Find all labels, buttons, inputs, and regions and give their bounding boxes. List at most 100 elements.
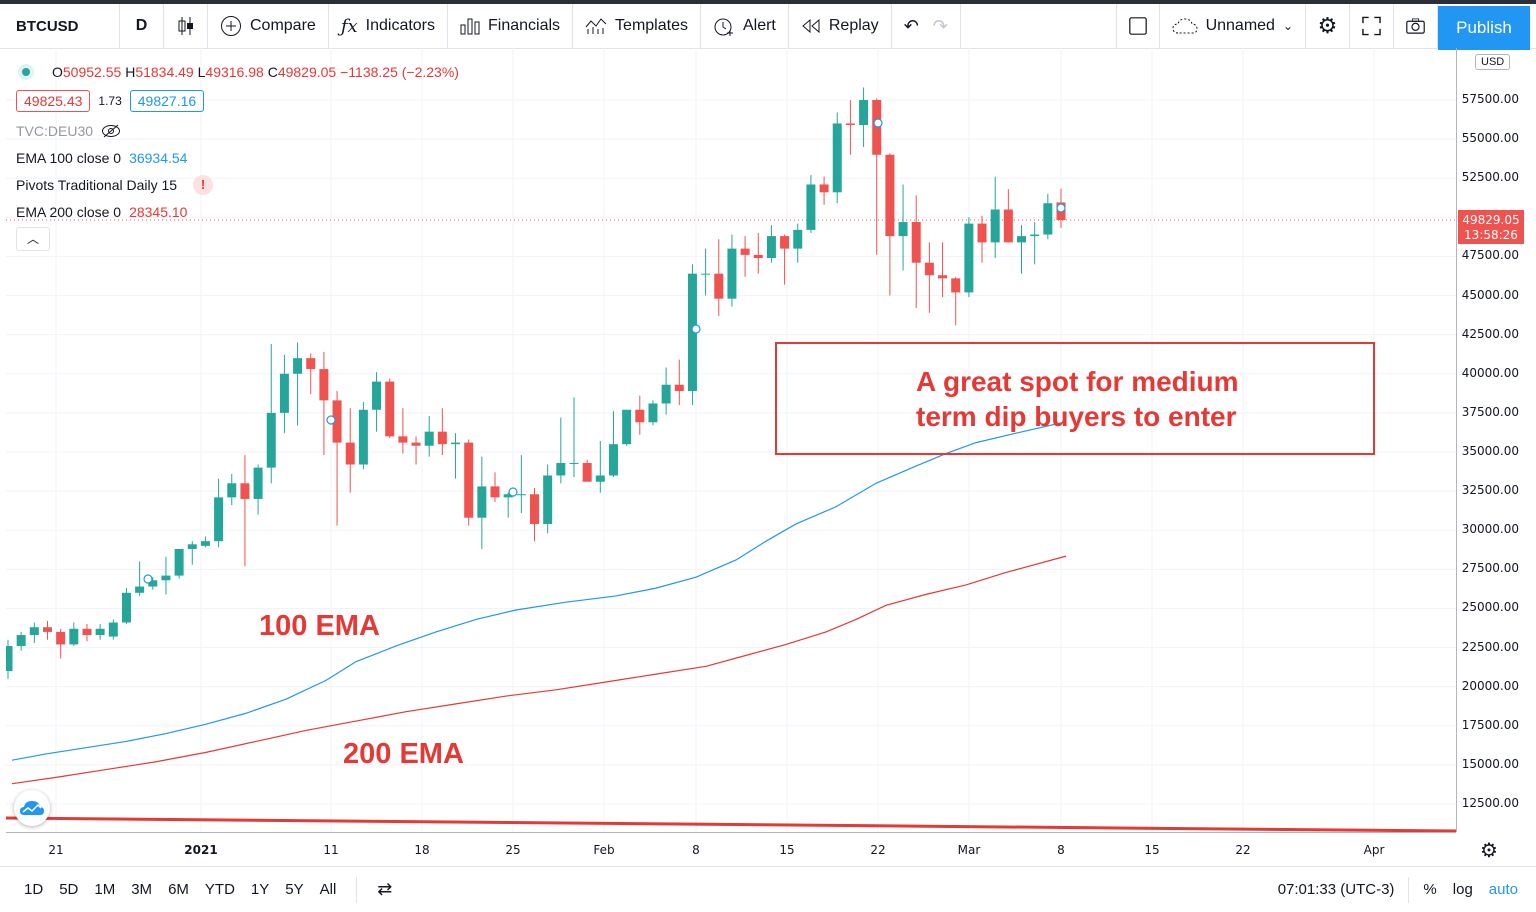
candle-body [279, 373, 289, 413]
candle-body [635, 409, 645, 423]
price-axis[interactable]: USD 57500.00 55000.00 52500.00 47500.00 4500… [1456, 48, 1531, 832]
last-price-label: 49829.05 13:58:26 [1458, 210, 1524, 244]
candle-body [16, 635, 26, 646]
candle-body [464, 442, 474, 518]
candle-body [240, 483, 250, 499]
price-tick-label: 20000.00 [1461, 678, 1519, 693]
replay-button[interactable]: Replay [789, 4, 892, 48]
interval-button[interactable]: D [120, 4, 164, 48]
high-value: 51834.49 [135, 63, 194, 80]
log-toggle[interactable]: log [1452, 881, 1473, 898]
candle-body [95, 628, 105, 636]
select-layout-button[interactable] [1115, 4, 1160, 48]
candle-body [687, 273, 697, 391]
time-tick-label: Feb [593, 843, 615, 857]
rewind-icon [802, 18, 820, 34]
range-button-all[interactable]: All [319, 881, 337, 898]
pivots-legend-row[interactable]: Pivots Traditional Daily 15 ! [16, 171, 459, 198]
ema200-legend-row[interactable]: EMA 200 close 0 28345.10 [16, 198, 459, 225]
eye-hidden-icon[interactable] [101, 124, 121, 138]
alert-button[interactable]: Alert [701, 4, 789, 48]
axis-settings-button[interactable]: ⚙ [1480, 838, 1498, 863]
chart-legend: O50952.55 H51834.49 L49316.98 C49829.05 … [16, 58, 459, 252]
chevron-down-icon: ⌄ [1282, 19, 1293, 33]
candle-body [727, 248, 737, 299]
range-button-1y[interactable]: 1Y [250, 881, 270, 898]
range-button-3m[interactable]: 3M [131, 881, 153, 898]
templates-label: Templates [615, 17, 688, 34]
templates-button[interactable]: Templates [573, 4, 701, 48]
candle-body [530, 494, 539, 524]
candle-body [503, 494, 513, 498]
change-value: −1138.25 (−2.23%) [340, 63, 459, 80]
ema100-legend-row[interactable]: EMA 100 close 0 36934.54 [16, 144, 459, 171]
fullscreen-button[interactable] [1350, 4, 1394, 48]
candle-body [898, 222, 908, 237]
candle-body [451, 442, 461, 445]
percent-toggle[interactable]: % [1423, 881, 1437, 898]
buy-price[interactable]: 49827.16 [129, 90, 205, 112]
undo-icon[interactable]: ↶ [903, 15, 919, 36]
compare-symbol-line [5, 816, 1457, 833]
candle-body [200, 541, 210, 546]
candle-body [582, 462, 592, 482]
candle-body [306, 358, 316, 370]
financials-button[interactable]: Financials [448, 4, 574, 48]
chart-pane[interactable] [3, 48, 1457, 833]
sell-price[interactable]: 49825.43 [16, 90, 91, 112]
warning-icon[interactable]: ! [193, 174, 214, 195]
candle-body [661, 384, 671, 404]
collapse-legend-button[interactable]: ︿ [16, 226, 50, 251]
tradingview-logo[interactable] [14, 790, 50, 826]
redo-icon[interactable]: ↷ [932, 15, 948, 36]
candle-body [108, 622, 118, 637]
square-icon [1128, 17, 1147, 35]
snapshot-button[interactable] [1394, 4, 1438, 48]
range-button-5y[interactable]: 5Y [285, 881, 304, 898]
interval-label: D [135, 17, 148, 34]
low-label: L [197, 63, 206, 80]
candle-body [319, 369, 329, 401]
range-button-1m[interactable]: 1M [94, 881, 116, 898]
function-icon: ƒx [340, 15, 358, 37]
range-button-ytd[interactable]: YTD [204, 881, 235, 898]
ema100-annotation: 100 EMA [259, 610, 380, 642]
compare-symbol-row[interactable]: TVC:DEU30 [16, 117, 459, 144]
time-tick-label: 8 [1057, 843, 1065, 857]
goto-date-button[interactable]: ⇄ [369, 879, 400, 900]
candle-body [1030, 234, 1040, 237]
auto-toggle[interactable]: auto [1488, 881, 1518, 898]
candle-body [82, 628, 92, 636]
candle-body [819, 184, 829, 193]
pivots-legend-label: Pivots Traditional Daily 15 [16, 176, 178, 193]
time-tick-label: 22 [1235, 843, 1251, 857]
candle-body [29, 627, 39, 636]
price-tick-label: 52500.00 [1461, 170, 1519, 185]
layout-name-button[interactable]: Unnamed ⌄ [1160, 4, 1306, 48]
candle-body [832, 123, 842, 193]
range-button-1d[interactable]: 1D [24, 881, 44, 898]
divider [356, 876, 358, 903]
settings-button[interactable]: ⚙ [1306, 4, 1350, 48]
candle-body [266, 412, 276, 468]
clock-display[interactable]: 07:01:33 (UTC-3) [1277, 881, 1395, 898]
publish-button[interactable]: Publish [1438, 6, 1530, 50]
symbol-search[interactable]: BTCUSD [0, 4, 120, 48]
time-tick-label: 25 [505, 843, 521, 857]
compare-symbol-label: TVC:DEU30 [16, 122, 94, 139]
time-tick-label: 15 [1144, 843, 1160, 857]
currency-badge[interactable]: USD [1475, 54, 1511, 70]
candle-body [569, 462, 579, 464]
range-button-6m[interactable]: 6M [168, 881, 189, 898]
price-tick-label: 25000.00 [1461, 600, 1519, 615]
chart-type-button[interactable] [164, 4, 208, 48]
compare-button[interactable]: Compare [208, 4, 329, 48]
candle-body [398, 436, 408, 443]
ohlc-values: O50952.55 H51834.49 L49316.98 C49829.05 … [52, 64, 459, 80]
time-axis[interactable]: 21 2021 11 18 25 Feb 8 15 22 Mar 8 15 22 Apr [6, 832, 1456, 867]
price-tick-label: 37500.00 [1461, 404, 1519, 419]
range-button-5d[interactable]: 5D [59, 881, 79, 898]
time-tick-label: 22 [870, 843, 886, 857]
indicators-button[interactable]: ƒx Indicators [329, 4, 449, 48]
countdown-value: 13:58:26 [1464, 228, 1518, 242]
